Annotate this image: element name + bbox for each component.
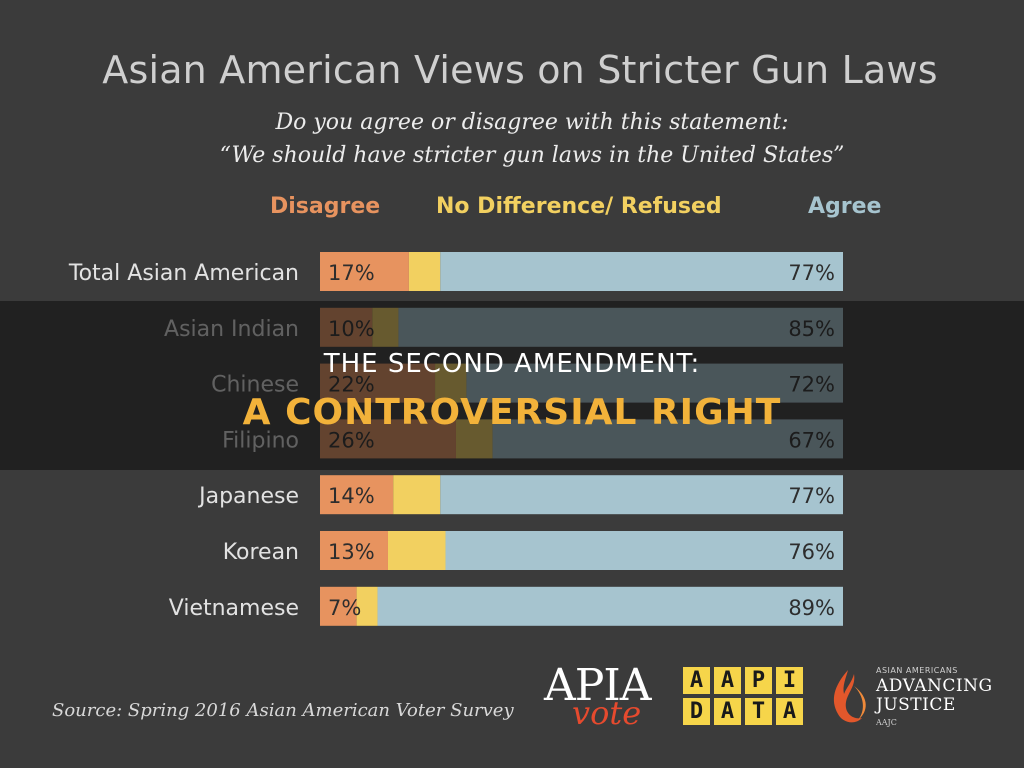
aajc-justice-text: JUSTICE xyxy=(876,695,956,715)
apia-vote-logo: APIA vote xyxy=(544,660,669,732)
category-label: Japanese xyxy=(197,484,299,509)
bar-segment-no-difference xyxy=(387,531,446,570)
data-label-agree: 77% xyxy=(788,484,835,508)
aapi-letter: D xyxy=(683,698,710,725)
apia-logo-text: APIA xyxy=(544,660,652,711)
bar-segment-no-difference xyxy=(408,252,441,291)
bar-segment-agree xyxy=(445,531,843,570)
bar-segment-agree xyxy=(377,586,843,626)
data-label-disagree: 14% xyxy=(328,484,375,508)
aajc-advancing-text: ADVANCING xyxy=(876,676,993,696)
bar-segment-agree xyxy=(440,252,843,291)
data-label-agree: 76% xyxy=(788,540,835,564)
legend-disagree: Disagree xyxy=(270,194,381,219)
category-label: Korean xyxy=(223,540,299,565)
legend-no-difference: No Difference/ Refused xyxy=(436,194,722,219)
aajc-small-text: ASIAN AMERICANS xyxy=(876,666,958,675)
chart-title: Asian American Views on Stricter Gun Law… xyxy=(102,48,938,92)
flame-icon xyxy=(833,670,866,723)
source-note: Source: Spring 2016 Asian American Voter… xyxy=(52,700,514,721)
aapi-letter: A xyxy=(683,667,710,694)
bar-segment-disagree xyxy=(320,475,394,515)
banner-heading: THE SECOND AMENDMENT: xyxy=(323,349,701,379)
aapi-letter: P xyxy=(745,667,772,694)
vote-logo-text: vote xyxy=(572,694,642,732)
aapi-letter: I xyxy=(776,667,803,694)
data-label-agree: 77% xyxy=(788,261,835,285)
data-label-agree: 89% xyxy=(788,596,835,620)
chart-subtitle-question: Do you agree or disagree with this state… xyxy=(275,110,789,135)
bar-segment-agree xyxy=(440,475,843,515)
bar-segment-no-difference xyxy=(356,586,378,626)
aapi-data-logo: A A P I D A T A xyxy=(683,667,803,727)
aapi-letter: A xyxy=(776,698,803,725)
data-label-disagree: 17% xyxy=(328,261,375,285)
bar-segment-no-difference xyxy=(393,475,441,515)
aapi-letter: A xyxy=(714,698,741,725)
banner-subheading: A CONTROVERSIAL RIGHT xyxy=(242,392,782,433)
data-label-disagree: 13% xyxy=(328,540,375,564)
bar-segment-disagree xyxy=(320,586,357,626)
title-banner xyxy=(0,301,1024,470)
category-label: Total Asian American xyxy=(68,261,299,286)
legend-agree: Agree xyxy=(808,194,882,219)
aapi-letter: T xyxy=(745,698,772,725)
bar-segment-disagree xyxy=(320,531,388,570)
bar-segment-disagree xyxy=(320,252,409,291)
category-label: Vietnamese xyxy=(169,596,299,621)
aajc-abbrev-text: AAJC xyxy=(876,718,897,727)
aapi-letter: A xyxy=(714,667,741,694)
chart-subtitle-statement: “We should have stricter gun laws in the… xyxy=(219,143,845,168)
data-label-disagree: 7% xyxy=(328,596,361,620)
